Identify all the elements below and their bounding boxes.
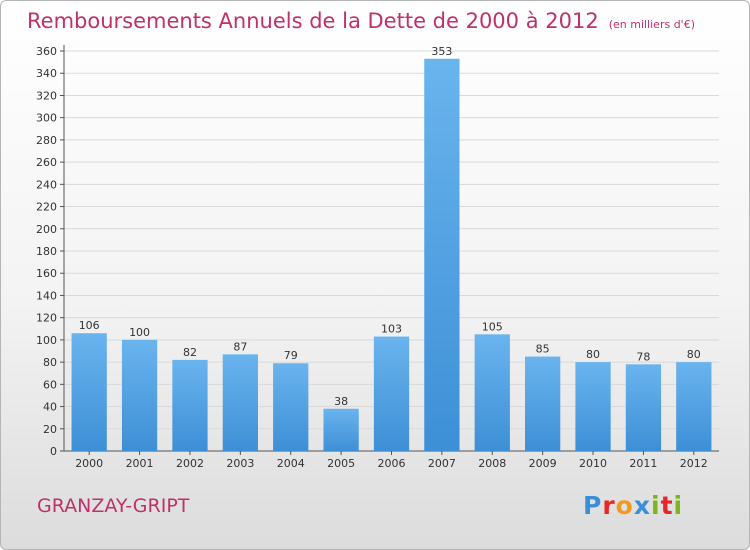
chart-title: Remboursements Annuels de la Dette de 20… <box>27 9 695 33</box>
bar-2005 <box>323 408 359 451</box>
bar-2007 <box>424 58 460 452</box>
y-tick-label: 180 <box>36 245 57 258</box>
y-tick-label: 0 <box>50 445 57 458</box>
bar-2010 <box>575 362 611 451</box>
data-labels: 106 100 82 87 79 38 103 353 105 85 80 78 80 <box>79 45 701 408</box>
x-tick-label-2006: 2006 <box>378 457 406 470</box>
y-tick-label: 200 <box>36 223 57 236</box>
bar-2001 <box>121 339 158 451</box>
x-tick-label-2007: 2007 <box>428 457 456 470</box>
y-tick-label: 140 <box>36 289 57 302</box>
city-name: GRANZAY-GRIPT <box>37 495 190 517</box>
y-tick-label: 260 <box>36 156 57 169</box>
y-tick-label: 320 <box>36 89 57 102</box>
y-tick-label: 40 <box>43 401 57 414</box>
x-tick-label-2011: 2011 <box>629 457 657 470</box>
data-label-2009: 85 <box>536 343 550 356</box>
data-label-2010: 80 <box>586 348 600 361</box>
y-tick-labels: 0 20 40 60 80 100 120 140 160 180 200 220 240 260 280 3… <box>36 45 57 458</box>
bar-2003 <box>222 354 258 451</box>
y-tick-label: 160 <box>36 267 57 280</box>
x-tick-label-2000: 2000 <box>75 457 103 470</box>
y-tick-label: 340 <box>36 67 57 80</box>
y-tick-label: 120 <box>36 312 57 325</box>
x-tick-labels: 2000 2001 2002 2003 2004 2005 2006 2007 2008 2009… <box>75 451 708 470</box>
x-tick-label-2001: 2001 <box>126 457 154 470</box>
data-label-2003: 87 <box>233 340 247 353</box>
bar-2004 <box>273 363 309 451</box>
data-label-2011: 78 <box>636 350 650 363</box>
data-label-2000: 106 <box>79 319 100 332</box>
bar-2012 <box>676 362 712 451</box>
x-tick-label-2008: 2008 <box>478 457 506 470</box>
data-label-2007: 353 <box>431 45 452 58</box>
data-label-2002: 82 <box>183 346 197 359</box>
logo-letter: t <box>660 491 674 520</box>
x-tick-label-2010: 2010 <box>579 457 607 470</box>
data-label-2012: 80 <box>687 348 701 361</box>
x-tick-label-2004: 2004 <box>277 457 305 470</box>
data-label-2001: 100 <box>129 326 150 339</box>
y-tick-label: 60 <box>43 378 57 391</box>
bar-2011 <box>625 364 662 451</box>
chart-subtitle: (en milliers d'€) <box>608 18 695 31</box>
logo-letter: o <box>615 491 634 520</box>
logo-letter: r <box>602 491 616 520</box>
bar-2006 <box>373 336 410 451</box>
y-tick-label: 20 <box>43 423 57 436</box>
x-tick-label-2002: 2002 <box>176 457 204 470</box>
logo-letter: i <box>651 491 661 520</box>
x-tick-label-2009: 2009 <box>529 457 557 470</box>
data-label-2006: 103 <box>381 323 402 336</box>
data-label-2008: 105 <box>482 320 503 333</box>
bar-2008 <box>474 334 510 451</box>
x-tick-label-2003: 2003 <box>226 457 254 470</box>
x-tick-label-2005: 2005 <box>327 457 355 470</box>
chart-title-text: Remboursements Annuels de la Dette de 20… <box>27 9 599 33</box>
proxiti-logo[interactable]: Proxiti <box>583 491 683 520</box>
bar-2009 <box>525 356 561 451</box>
y-tick-label: 360 <box>36 45 57 58</box>
logo-letter: P <box>583 491 603 520</box>
y-tick-label: 300 <box>36 112 57 125</box>
y-tick-label: 240 <box>36 178 57 191</box>
y-tick-label: 220 <box>36 201 57 214</box>
data-label-2005: 38 <box>334 395 348 408</box>
y-tick-label: 280 <box>36 134 57 147</box>
bar-2002 <box>172 359 208 451</box>
bar-2000 <box>71 333 107 451</box>
x-tick-label-2012: 2012 <box>680 457 708 470</box>
data-label-2004: 79 <box>284 349 298 362</box>
logo-letter: x <box>633 491 651 520</box>
bars <box>71 58 712 452</box>
y-tick-label: 80 <box>43 356 57 369</box>
y-tick-label: 100 <box>36 334 57 347</box>
logo-letter: i <box>673 491 684 520</box>
